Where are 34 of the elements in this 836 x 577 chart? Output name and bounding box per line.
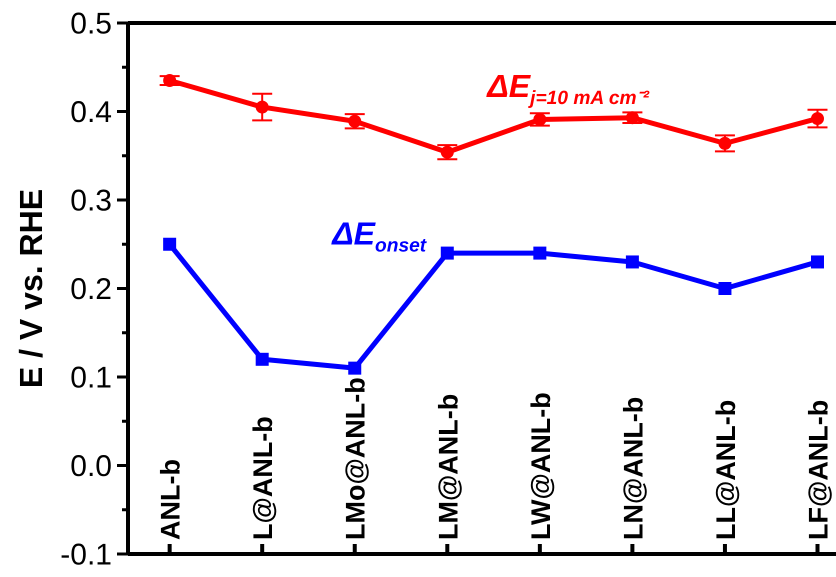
point [348,362,362,375]
point [440,246,454,260]
point [256,100,269,114]
y-tick-label: 0.4 [70,96,112,129]
point [626,111,639,124]
y-tick-label: 0.2 [70,273,112,306]
point [718,282,732,295]
y-tick-label: 0.3 [70,184,112,218]
point [533,112,546,126]
point [256,352,269,366]
x-tick-label: LW@ANL-b [526,392,556,540]
y-tick-label: -0.1 [60,538,112,572]
y-tick-label: 0.5 [70,8,112,40]
point [163,238,176,251]
point [810,255,824,268]
x-tick-label: LMo@ANL-b [340,377,371,540]
point [440,146,454,159]
x-tick-label: LM@ANL-b [433,394,464,540]
point [718,136,732,150]
point [348,114,362,128]
y-tick-label: 0.1 [70,362,112,394]
y-tick-label: 0.0 [70,450,112,483]
x-tick-label: LN@ANL-b [618,396,648,540]
point [163,74,176,88]
x-tick-label: LF@ANL-b [803,400,834,540]
x-tick-label: ANL-b [156,459,186,540]
point [533,246,546,260]
series-label: ΔE$_{onset}$ [331,215,428,256]
x-tick-label: LL@ANL-b [710,400,741,540]
series-label: ΔE$_{j=10 mA cm⁻²}$ [486,68,650,109]
point [626,255,639,268]
x-tick-label: L@ANL-b [248,416,278,540]
y-axis-title: E / V vs. RHE [13,188,49,388]
point [810,112,824,126]
